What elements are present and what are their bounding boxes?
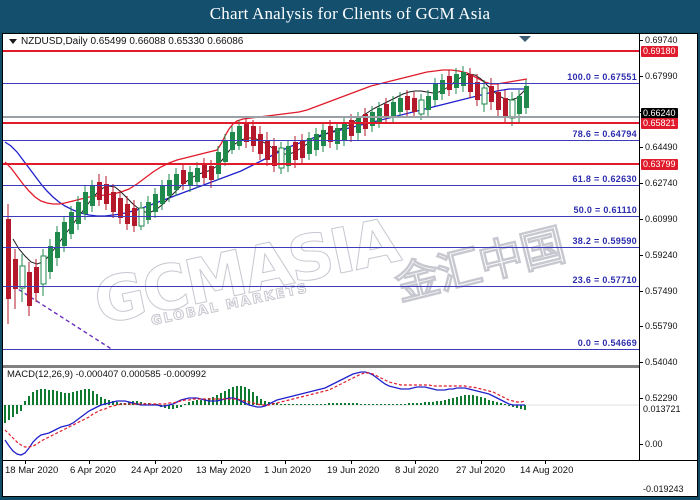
macd-tick-label-top: 0.013721 xyxy=(643,404,681,414)
date-tick xyxy=(221,460,222,464)
date-label: 19 Jun 2020 xyxy=(327,465,380,476)
price-pane[interactable]: GCMASIA GLOBAL MARKETS 金汇中国 100.0 = 0.67… xyxy=(3,34,639,364)
price-tag-resistance-upper: 0.69180 xyxy=(641,46,678,57)
fib-label-100: 100.0 = 0.67551 xyxy=(567,72,637,82)
date-label: 1 Jun 2020 xyxy=(264,465,312,476)
price-tick xyxy=(639,255,643,256)
price-tick xyxy=(639,326,643,327)
fib-line-382 xyxy=(3,247,639,248)
symbol-bar-text: NZDUSD,Daily 0.65499 0.66088 0.65330 0.6… xyxy=(21,36,244,47)
price-tick-label: 0.67990 xyxy=(645,71,678,81)
symbol-bar[interactable]: NZDUSD,Daily 0.65499 0.66088 0.65330 0.6… xyxy=(3,34,639,50)
price-tick-label: 0.54040 xyxy=(645,357,678,367)
price-tag-current-shadow: 0.66240 xyxy=(641,108,678,119)
date-tick xyxy=(25,460,26,464)
fib-label-0: 0.0 = 0.54669 xyxy=(577,338,637,348)
resistance-line-upper xyxy=(3,50,639,52)
date-label: 6 Apr 2020 xyxy=(70,465,116,476)
macd-tick-label-zero: 0.00 xyxy=(645,439,663,449)
fib-line-236 xyxy=(3,286,639,287)
macd-tick-label-bottom: -0.019243 xyxy=(643,484,684,494)
fib-label-382: 38.2 = 0.59590 xyxy=(572,236,637,246)
fib-label-786: 78.6 = 0.64794 xyxy=(572,129,637,139)
date-label: 14 Aug 2020 xyxy=(520,465,574,476)
price-tick xyxy=(639,76,643,77)
date-label: 24 Apr 2020 xyxy=(131,465,183,476)
price-tick xyxy=(639,362,643,363)
fib-line-100 xyxy=(3,83,639,84)
fib-line-50 xyxy=(3,216,639,217)
chevron-down-icon[interactable] xyxy=(9,39,17,44)
price-tick xyxy=(639,183,643,184)
macd-plot xyxy=(3,371,639,456)
price-tick-label: 0.60990 xyxy=(645,214,678,224)
date-tick xyxy=(545,460,546,464)
price-tag-support: 0.63799 xyxy=(641,159,678,170)
macd-line xyxy=(4,371,525,456)
downtrend-line xyxy=(6,281,114,351)
date-tick xyxy=(415,460,416,464)
price-tick xyxy=(639,398,643,399)
date-tick xyxy=(155,460,156,464)
macd-tick xyxy=(639,444,643,445)
date-tick xyxy=(285,460,286,464)
ma-signal-line xyxy=(12,73,526,265)
page-title: Chart Analysis for Clients of GCM Asia xyxy=(209,4,491,23)
price-tick-label: 0.69740 xyxy=(645,35,678,45)
date-tick xyxy=(89,460,90,464)
chart-frame: GCMASIA GLOBAL MARKETS 金汇中国 100.0 = 0.67… xyxy=(2,33,698,497)
date-label: 8 Jul 2020 xyxy=(395,465,439,476)
current-price-line xyxy=(3,116,639,118)
macd-pane[interactable]: MACD(12,26,9) -0.000407 0.000585 -0.0009… xyxy=(3,368,639,459)
price-tick-label: 0.59240 xyxy=(645,250,678,260)
price-tick xyxy=(639,219,643,220)
price-tag-current: 0.65821 xyxy=(641,118,678,129)
pane-separator xyxy=(3,365,639,368)
price-tick-label: 0.57490 xyxy=(645,286,678,296)
date-label: 27 Jul 2020 xyxy=(456,465,506,476)
date-label: 13 May 2020 xyxy=(196,465,251,476)
fib-line-618 xyxy=(3,185,639,186)
price-tick-label: 0.52290 xyxy=(645,393,678,403)
price-tick xyxy=(639,291,643,292)
fib-label-50: 50.0 = 0.61110 xyxy=(573,205,637,215)
price-tick-label: 0.64490 xyxy=(645,142,678,152)
resistance-line-mid xyxy=(3,122,639,124)
fib-label-618: 61.8 = 0.62630 xyxy=(572,174,637,184)
price-tick xyxy=(639,40,643,41)
scale-divider xyxy=(639,34,640,461)
date-tick xyxy=(481,460,482,464)
price-tick-label: 0.62740 xyxy=(645,178,678,188)
date-axis[interactable]: 18 Mar 2020 6 Apr 2020 24 Apr 2020 13 Ma… xyxy=(3,460,639,496)
price-tick-label: 0.55790 xyxy=(645,321,678,331)
indicator-bar-text: MACD(12,26,9) -0.000407 0.000585 -0.0009… xyxy=(7,369,207,380)
fib-line-0 xyxy=(3,349,639,350)
macd-signal-line xyxy=(4,372,526,448)
page-banner: Chart Analysis for Clients of GCM Asia xyxy=(0,0,700,32)
price-tick xyxy=(639,147,643,148)
date-label: 18 Mar 2020 xyxy=(5,465,59,476)
date-tick xyxy=(351,460,352,464)
fib-label-236: 23.6 = 0.57710 xyxy=(572,275,637,285)
price-scale[interactable]: 0.69740 0.69180 0.67990 0.66240 0.66240 … xyxy=(639,34,697,496)
date-axis-divider xyxy=(3,460,697,461)
support-line-lower xyxy=(3,163,639,165)
fib-line-786 xyxy=(3,140,639,141)
crosshair-marker-icon[interactable] xyxy=(519,36,531,42)
